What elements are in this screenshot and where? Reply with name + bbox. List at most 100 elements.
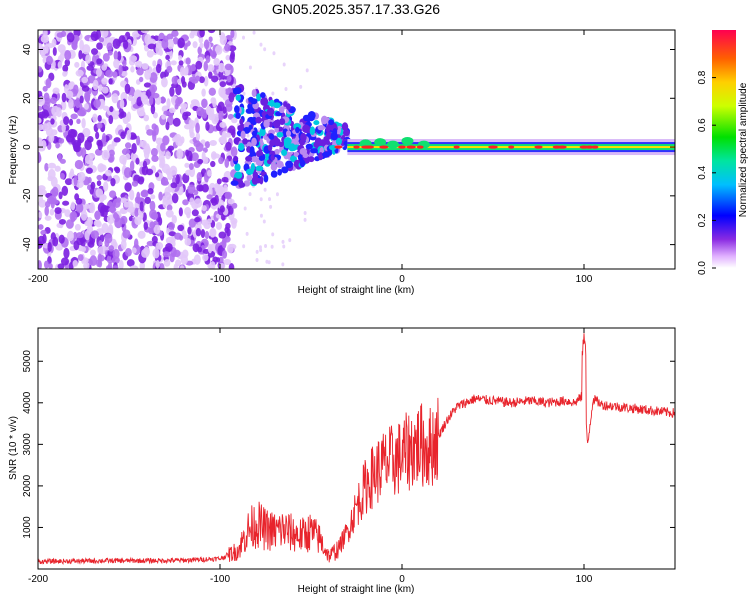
noise-blob xyxy=(226,75,232,83)
noise-blob xyxy=(55,243,64,251)
noise-blob xyxy=(230,146,238,158)
noise-blob xyxy=(57,44,66,53)
spectrogram-noise-blobs xyxy=(38,30,309,269)
noise-blob xyxy=(161,38,169,50)
noise-blob xyxy=(145,168,154,176)
noise-blob xyxy=(44,205,50,216)
noise-blob xyxy=(63,116,70,126)
noise-blob xyxy=(195,227,202,237)
noise-blob xyxy=(207,64,215,72)
noise-blob xyxy=(119,154,127,165)
noise-blob xyxy=(96,174,103,181)
noise-blob xyxy=(96,58,103,65)
noise-blob xyxy=(95,188,104,198)
transition-blob xyxy=(233,155,239,162)
noise-blob xyxy=(255,249,259,254)
tone-wobble xyxy=(401,136,414,145)
transition-blob xyxy=(242,138,248,145)
noise-blob xyxy=(255,258,259,263)
noise-blob xyxy=(113,137,121,143)
noise-blob xyxy=(63,84,69,94)
noise-blob xyxy=(272,51,276,56)
snr-x-label: Height of straight line (km) xyxy=(298,584,415,595)
noise-blob xyxy=(177,55,183,61)
noise-blob xyxy=(150,148,158,157)
transition-blob xyxy=(328,119,335,126)
tone-hotspot xyxy=(334,145,343,149)
noise-blob xyxy=(96,180,102,187)
noise-blob xyxy=(231,117,238,124)
transition-blob xyxy=(237,125,242,131)
noise-blob xyxy=(44,162,49,172)
noise-blob xyxy=(201,98,208,109)
transition-blob xyxy=(255,165,264,171)
transition-blob xyxy=(268,133,275,140)
noise-blob xyxy=(68,262,74,269)
noise-blob xyxy=(215,222,223,230)
noise-blob xyxy=(51,186,59,198)
noise-blob xyxy=(170,60,177,66)
noise-blob xyxy=(219,35,227,46)
spectrogram-x-tick-label: -200 xyxy=(28,274,48,285)
noise-blob xyxy=(183,123,192,130)
noise-blob xyxy=(191,209,199,217)
noise-blob xyxy=(108,245,115,252)
noise-blob xyxy=(99,98,106,108)
noise-blob xyxy=(162,135,170,146)
noise-blob xyxy=(182,199,189,206)
noise-blob xyxy=(221,176,229,183)
figure-title: GN05.2025.357.17.33.G26 xyxy=(272,1,440,17)
colorbar-tick-label: 0.6 xyxy=(697,118,708,132)
noise-blob xyxy=(60,30,67,38)
tone-hotspot xyxy=(591,145,599,149)
noise-blob xyxy=(81,246,86,253)
noise-blob xyxy=(59,172,65,180)
noise-blob xyxy=(201,205,207,212)
noise-blob xyxy=(207,243,213,254)
noise-blob xyxy=(210,261,216,269)
noise-blob xyxy=(98,84,103,92)
noise-blob xyxy=(74,61,80,68)
transition-blob xyxy=(278,141,284,148)
transition-blob xyxy=(235,88,240,95)
noise-blob xyxy=(168,107,176,114)
noise-blob xyxy=(113,58,120,69)
noise-blob xyxy=(218,86,226,98)
noise-blob xyxy=(101,133,107,144)
noise-blob xyxy=(178,60,184,66)
noise-blob xyxy=(193,198,203,208)
noise-blob xyxy=(75,69,84,77)
noise-blob xyxy=(40,229,47,236)
noise-blob xyxy=(124,182,132,192)
noise-blob xyxy=(133,238,139,250)
noise-blob xyxy=(38,139,44,149)
noise-blob xyxy=(45,201,51,208)
noise-blob xyxy=(106,265,112,269)
noise-blob xyxy=(201,88,206,97)
noise-blob xyxy=(143,114,150,122)
snr-axes: -200 -100 0 100 1000 2000 3000 4000 5000 xyxy=(22,328,675,585)
noise-blob xyxy=(64,59,71,67)
noise-blob xyxy=(219,138,228,144)
noise-blob xyxy=(126,259,135,267)
noise-blob xyxy=(134,207,139,218)
noise-blob xyxy=(97,253,103,264)
noise-blob xyxy=(171,82,179,89)
noise-blob xyxy=(90,31,99,42)
noise-blob xyxy=(147,187,154,195)
noise-blob xyxy=(171,193,179,204)
tone-hotspot xyxy=(534,145,543,149)
noise-blob xyxy=(43,260,49,269)
noise-blob xyxy=(113,50,119,61)
noise-blob xyxy=(52,87,60,95)
noise-blob xyxy=(175,97,181,107)
noise-blob xyxy=(61,92,67,103)
transition-blob xyxy=(234,105,240,114)
noise-blob xyxy=(120,207,126,214)
noise-blob xyxy=(139,201,144,212)
noise-blob xyxy=(101,149,110,161)
noise-blob xyxy=(58,218,66,225)
transition-blob xyxy=(313,120,320,126)
tone-hotspot xyxy=(453,145,460,149)
